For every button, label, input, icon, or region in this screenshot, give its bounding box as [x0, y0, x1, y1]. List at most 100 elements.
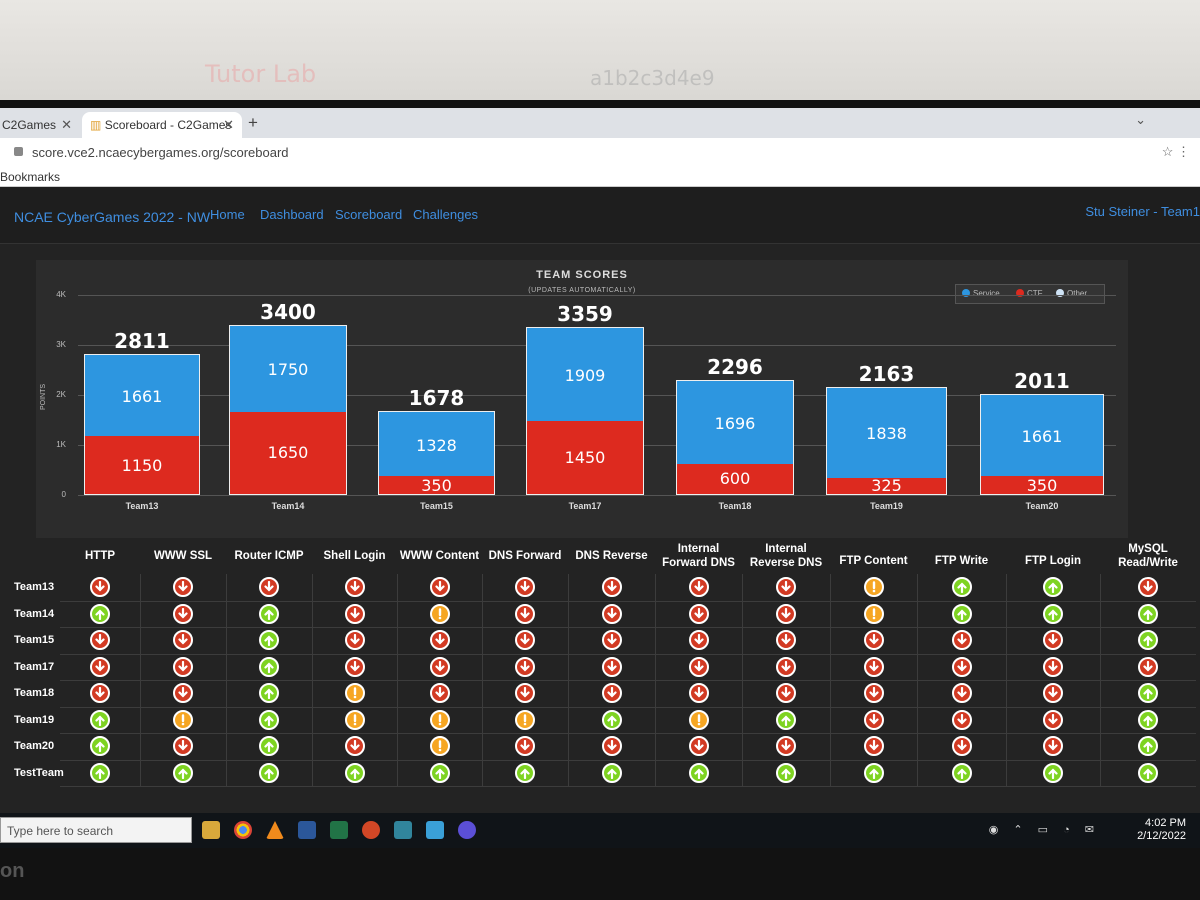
arrow-up-icon[interactable] — [259, 762, 279, 783]
arrow-down-icon[interactable] — [951, 656, 972, 677]
arrow-down-icon[interactable] — [344, 656, 365, 677]
arrow-up-icon[interactable] — [90, 762, 110, 783]
publisher-icon[interactable] — [394, 821, 412, 839]
url-text[interactable]: score.vce2.ncaecybergames.org/scoreboard — [32, 145, 289, 160]
arrow-down-icon[interactable] — [515, 736, 535, 756]
arrow-up-icon[interactable] — [90, 709, 110, 730]
vlc-icon[interactable] — [266, 821, 284, 839]
taskbar-search-input[interactable]: Type here to search — [0, 817, 192, 843]
arrow-up-icon[interactable] — [951, 577, 972, 597]
arrow-up-icon[interactable] — [863, 762, 884, 783]
bar-team18[interactable]: 1696 600 — [676, 380, 794, 495]
arrow-down-icon[interactable] — [515, 683, 535, 703]
bar-segment-service[interactable]: 1750 — [230, 326, 346, 414]
arrow-up-icon[interactable] — [259, 709, 279, 730]
arrow-down-icon[interactable] — [429, 630, 450, 650]
arrow-down-icon[interactable] — [173, 603, 193, 624]
bar-team13[interactable]: 1661 1150 — [84, 354, 200, 495]
arrow-down-icon[interactable] — [344, 736, 365, 756]
arrow-up-icon[interactable] — [776, 709, 796, 730]
arrow-down-icon[interactable] — [515, 630, 535, 650]
arrow-down-icon[interactable] — [173, 577, 193, 597]
warning-icon[interactable] — [429, 736, 450, 756]
arrow-up-icon[interactable] — [1138, 762, 1158, 783]
arrow-up-icon[interactable] — [1138, 709, 1158, 730]
nav-challenges[interactable]: Challenges — [413, 207, 479, 222]
arrow-down-icon[interactable] — [601, 736, 622, 756]
warning-icon[interactable] — [429, 709, 450, 730]
arrow-up-icon[interactable] — [344, 762, 365, 783]
arrow-down-icon[interactable] — [601, 603, 622, 624]
arrow-up-icon[interactable] — [1043, 603, 1063, 624]
arrow-down-icon[interactable] — [173, 656, 193, 677]
close-tab-icon[interactable]: ✕ — [61, 117, 72, 132]
arrow-up-icon[interactable] — [601, 709, 622, 730]
arrow-down-icon[interactable] — [515, 656, 535, 677]
arrow-down-icon[interactable] — [601, 577, 622, 597]
tab-c2games[interactable]: C2Games ✕ — [0, 112, 80, 138]
address-bar[interactable]: score.vce2.ncaecybergames.org/scoreboard… — [0, 138, 1200, 168]
arrow-down-icon[interactable] — [601, 656, 622, 677]
arrow-down-icon[interactable] — [688, 736, 709, 756]
arrow-down-icon[interactable] — [1043, 736, 1063, 756]
arrow-down-icon[interactable] — [90, 577, 110, 597]
arrow-down-icon[interactable] — [863, 683, 884, 703]
nav-home[interactable]: Home — [210, 207, 245, 222]
arrow-down-icon[interactable] — [90, 656, 110, 677]
warning-icon[interactable] — [515, 709, 535, 730]
bar-team19[interactable]: 1838 325 — [826, 386, 947, 495]
arrow-down-icon[interactable] — [259, 577, 279, 597]
arrow-down-icon[interactable] — [863, 630, 884, 650]
arrow-up-icon[interactable] — [688, 762, 709, 783]
bar-team14[interactable]: 1750 1650 — [229, 325, 347, 495]
tab-search-icon[interactable]: ⌄ — [1135, 112, 1146, 127]
arrow-down-icon[interactable] — [951, 630, 972, 650]
warning-icon[interactable] — [863, 603, 884, 624]
arrow-up-icon[interactable] — [601, 762, 622, 783]
arrow-up-icon[interactable] — [90, 603, 110, 624]
arrow-down-icon[interactable] — [688, 577, 709, 597]
bookmarks-label[interactable]: Bookmarks — [0, 170, 61, 184]
bar-segment-service[interactable]: 1909 — [527, 328, 643, 424]
arrow-down-icon[interactable] — [173, 736, 193, 756]
bar-segment-service[interactable]: 1838 — [827, 387, 946, 480]
excel-icon[interactable] — [330, 821, 348, 839]
arrow-down-icon[interactable] — [951, 683, 972, 703]
arrow-down-icon[interactable] — [951, 736, 972, 756]
arrow-down-icon[interactable] — [344, 630, 365, 650]
bar-segment-service[interactable]: 1661 — [85, 355, 199, 439]
arrow-up-icon[interactable] — [1043, 762, 1063, 783]
arrow-down-icon[interactable] — [688, 683, 709, 703]
arrow-down-icon[interactable] — [1043, 709, 1063, 730]
arrow-down-icon[interactable] — [863, 709, 884, 730]
legend-item-service[interactable]: Service — [962, 289, 1000, 298]
arrow-up-icon[interactable] — [259, 656, 279, 677]
arrow-down-icon[interactable] — [90, 630, 110, 650]
arrow-down-icon[interactable] — [688, 656, 709, 677]
bar-team20[interactable]: 1661 350 — [980, 394, 1104, 495]
arrow-up-icon[interactable] — [776, 762, 796, 783]
system-tray-icons[interactable]: ◉ ⌃ ▭ ◔ ✉ — [988, 824, 1100, 836]
bar-segment-ctf[interactable]: 1450 — [527, 421, 643, 494]
arrow-down-icon[interactable] — [776, 736, 796, 756]
arrow-up-icon[interactable] — [90, 736, 110, 756]
arrow-down-icon[interactable] — [688, 603, 709, 624]
arrow-up-icon[interactable] — [1043, 577, 1063, 597]
arrow-down-icon[interactable] — [776, 656, 796, 677]
bar-segment-ctf[interactable]: 325 — [827, 476, 946, 495]
arrow-down-icon[interactable] — [1043, 630, 1063, 650]
warning-icon[interactable] — [344, 683, 365, 703]
arrow-up-icon[interactable] — [1138, 736, 1158, 756]
arrow-up-icon[interactable] — [259, 603, 279, 624]
bar-segment-ctf[interactable]: 350 — [981, 476, 1103, 495]
arrow-down-icon[interactable] — [344, 603, 365, 624]
warning-icon[interactable] — [344, 709, 365, 730]
close-tab-icon[interactable]: ✕ — [223, 117, 234, 132]
arrow-down-icon[interactable] — [515, 603, 535, 624]
arrow-down-icon[interactable] — [951, 709, 972, 730]
arrow-down-icon[interactable] — [344, 577, 365, 597]
app-brand[interactable]: NCAE CyberGames 2022 - NW — [14, 209, 211, 225]
arrow-down-icon[interactable] — [776, 577, 796, 597]
bar-segment-service[interactable]: 1696 — [677, 381, 793, 466]
bar-segment-ctf[interactable]: 1150 — [85, 436, 199, 494]
